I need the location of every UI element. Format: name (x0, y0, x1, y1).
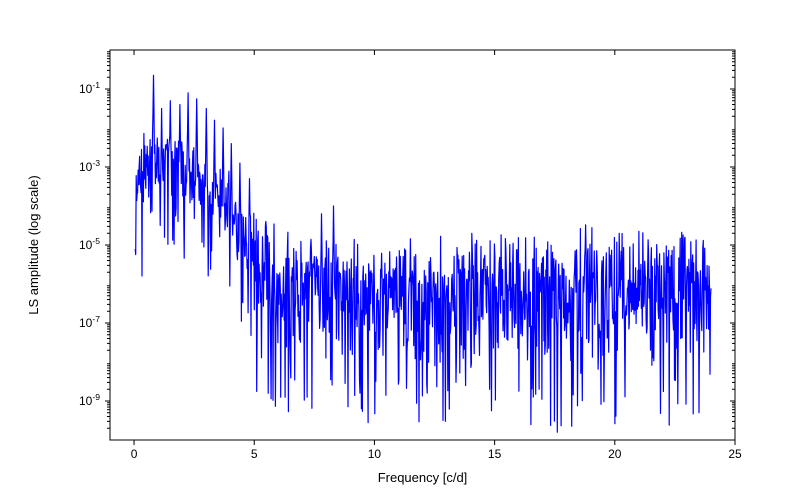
x-tick-label: 15 (488, 447, 502, 461)
y-tick-label: 10-1 (79, 80, 100, 96)
spectrum-line (135, 75, 711, 432)
x-axis-label: Frequency [c/d] (378, 470, 468, 485)
chart-svg: 0 5 10 15 20 25 10-9 10-7 10-5 10-3 10-1 Frequency … (0, 0, 800, 500)
y-axis-label: LS amplitude (log scale) (26, 175, 41, 314)
x-tick-label: 5 (251, 447, 258, 461)
y-tick-label: 10-9 (79, 392, 100, 408)
y-tick-label: 10-7 (79, 314, 100, 330)
x-tick-label: 25 (728, 447, 742, 461)
x-tick-label: 10 (368, 447, 382, 461)
y-tick-label: 10-5 (79, 236, 100, 252)
y-tick-label: 10-3 (79, 158, 100, 174)
x-tick-label: 0 (131, 447, 138, 461)
periodogram-chart: 0 5 10 15 20 25 10-9 10-7 10-5 10-3 10-1 Frequency … (0, 0, 800, 500)
x-tick-label: 20 (608, 447, 622, 461)
